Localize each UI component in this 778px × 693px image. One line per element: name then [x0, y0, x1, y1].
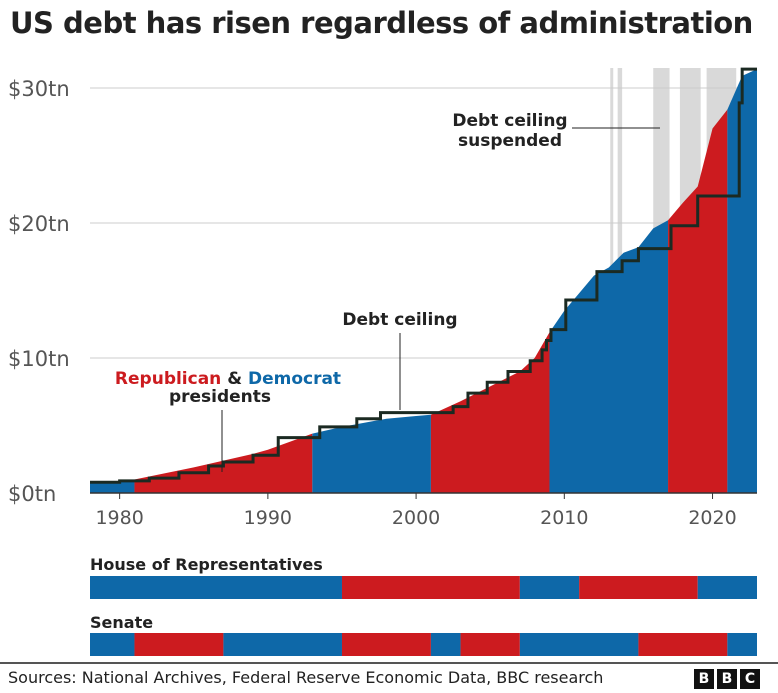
y-tick-label: $30tn [8, 77, 70, 101]
debt-area-democrat [549, 220, 669, 494]
congress-label: Senate [90, 613, 153, 632]
congress-segment-democrat [697, 576, 757, 599]
debt-ceiling-line [90, 67, 757, 484]
congress-segment-republican [134, 633, 224, 656]
x-tick-label: 1990 [244, 507, 292, 529]
x-tick-label: 2000 [392, 507, 440, 529]
congress-segment-republican [460, 633, 520, 656]
debt-area-republican [668, 109, 728, 493]
annotation-amp: & [221, 369, 248, 389]
annotation-parties: Republican & Democrat [115, 369, 341, 389]
source-note: Sources: National Archives, Federal Rese… [8, 668, 604, 687]
x-tick-label: 1980 [95, 507, 143, 529]
bbc-logo-c: C [740, 669, 760, 689]
congress-segment-republican [341, 576, 520, 599]
x-tick-label: 2020 [688, 507, 736, 529]
debt-area-democrat [727, 69, 757, 493]
congress-label: House of Representatives [90, 555, 323, 574]
congress-segment-democrat [727, 633, 757, 656]
annotation-ceiling: Debt ceiling [342, 310, 457, 330]
y-tick-label: $10tn [8, 347, 70, 371]
annotation-democrat: Democrat [248, 369, 341, 389]
congress-segment-democrat [90, 576, 342, 599]
bbc-logo-b1: B [694, 669, 714, 689]
chart-title: US debt has risen regardless of administ… [10, 6, 753, 40]
congress-segment-republican [341, 633, 431, 656]
annotation-suspended-1: Debt ceiling [452, 111, 567, 131]
footer-divider [0, 662, 778, 664]
congress-segment-republican [638, 633, 728, 656]
y-tick-label: $20tn [8, 212, 70, 236]
congress-segment-democrat [90, 633, 135, 656]
annotation-republican: Republican [115, 369, 221, 389]
congress-segment-democrat [223, 633, 342, 656]
annotation-suspended-2: suspended [458, 131, 562, 151]
debt-area-democrat [312, 414, 431, 493]
congress-segment-democrat [519, 633, 639, 656]
y-tick-label: $0tn [8, 482, 56, 506]
annotation-presidents: presidents [169, 387, 271, 407]
congress-segment-democrat [430, 633, 461, 656]
congress-segment-republican [579, 576, 698, 599]
congress-segment-democrat [519, 576, 580, 599]
bbc-logo-b2: B [717, 669, 737, 689]
x-tick-label: 2010 [540, 507, 588, 529]
